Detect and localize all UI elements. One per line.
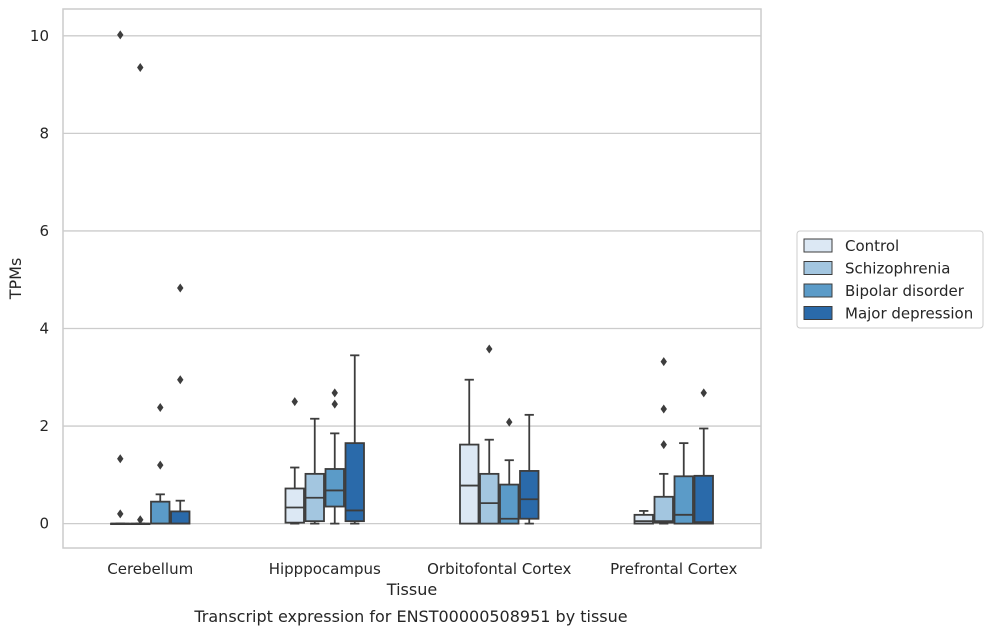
box-schizophrenia [653,357,674,525]
box-major-depression [344,354,365,525]
box-body [479,472,500,525]
legend-label: Major depression [845,305,973,323]
box-major-depression [170,283,191,525]
x-tick-label: Hipppocampus [269,560,381,578]
box-body [673,475,694,525]
box-schizophrenia [304,417,325,525]
outlier-point [177,375,184,385]
y-tick-label: 0 [39,515,49,533]
box-major-depression [693,388,714,525]
y-tick-label: 2 [39,417,49,435]
box-body [653,495,674,524]
x-tick-label: Cerebellum [107,560,193,578]
outlier-point [660,357,667,367]
box-bipolar-disorder [499,417,520,525]
outlier-point [660,440,667,450]
box-control [459,378,480,525]
box-bipolar-disorder [150,403,171,525]
y-tick-label: 4 [39,319,49,337]
x-axis-label: Tissue [386,580,437,599]
x-axis-ticks: Cerebellum Hipppocampus Orbitofontal Corte… [107,560,737,578]
outlier-point [137,515,144,525]
box-control [110,30,131,526]
y-tick-label: 10 [30,27,49,45]
outlier-point [506,417,513,427]
box-body [499,483,520,525]
legend-label: Schizophrenia [845,260,950,278]
x-tick-label: Orbitofontal Cortex [427,560,571,578]
outlier-point [137,63,144,73]
box-body [633,513,654,525]
outlier-point [157,403,164,413]
box-bipolar-disorder [673,442,694,525]
outlier-point [660,404,667,414]
outlier-point [177,283,184,293]
y-axis-label: TPMs [6,258,25,301]
legend-swatch [803,238,833,253]
box-schizophrenia [479,344,500,525]
legend: Control Schizophrenia Bipolar disorder Majo… [796,230,984,329]
box-body [459,443,480,525]
legend-frame [796,230,984,329]
outlier-point [331,399,338,409]
outlier-point [291,397,298,407]
box-body [519,470,540,520]
box-bipolar-disorder [324,388,345,525]
box-schizophrenia [130,63,151,526]
box-body [693,474,714,525]
legend-label: Bipolar disorder [845,282,965,300]
x-tick-label: Prefrontal Cortex [610,560,737,578]
outlier-point [486,344,493,354]
box-body [324,468,345,508]
outlier-point [157,460,164,470]
gridlines [63,35,761,525]
outlier-point [117,454,124,464]
outlier-point [700,388,707,398]
y-axis-ticks: 0 2 4 6 8 10 [30,27,49,533]
outlier-point [117,509,124,519]
plot-area [110,30,714,526]
box-body [344,442,365,523]
legend-swatch [803,306,833,320]
box-body [284,487,305,524]
chart-caption: Transcript expression for ENST0000050895… [193,607,627,626]
box-major-depression [519,413,540,525]
legend-label: Control [845,237,899,255]
outlier-point [331,388,338,398]
legend-swatch [803,261,833,275]
y-tick-label: 6 [39,222,49,240]
outlier-point [117,30,124,40]
legend-swatch [803,283,833,298]
box-body [170,510,191,525]
y-tick-label: 8 [39,124,49,142]
box-control [633,510,654,525]
plot-frame [62,8,762,549]
box-control [284,397,305,525]
box-body [150,500,171,525]
